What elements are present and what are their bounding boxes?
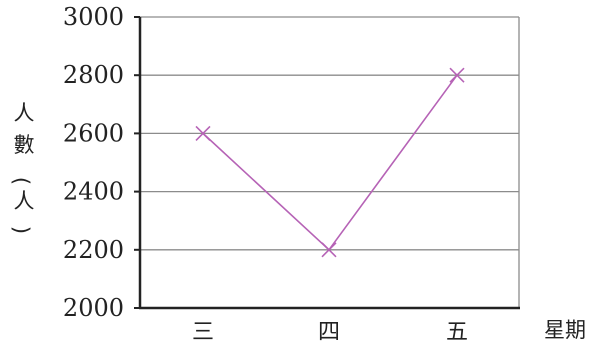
series-line bbox=[202, 74, 458, 251]
x-tick-label: 三 bbox=[192, 320, 214, 345]
y-tick-label: 2000 bbox=[63, 294, 124, 322]
y-axis-title-char: ) bbox=[9, 226, 33, 234]
y-axis-title-char: 數 bbox=[14, 133, 35, 157]
x-tick-label: 四 bbox=[318, 320, 340, 345]
y-tick-label: 3000 bbox=[63, 3, 124, 31]
y-tick-label: 2800 bbox=[63, 61, 124, 89]
x-tick-label: 五 bbox=[446, 320, 468, 345]
y-axis-title-char: 人 bbox=[14, 101, 35, 125]
x-tick-labels: 三四五 bbox=[192, 320, 468, 345]
data-point-marker bbox=[321, 242, 337, 258]
data-point-marker bbox=[195, 125, 211, 141]
y-axis-title-char: 人 bbox=[14, 189, 35, 213]
axes bbox=[134, 16, 520, 310]
y-tick-labels: 3000 2800 2600 2400 2200 2000 bbox=[63, 3, 124, 322]
y-axis-title: 人 數 ( 人 ) bbox=[9, 101, 35, 234]
x-axis-title: 星期 bbox=[544, 318, 586, 342]
gridlines bbox=[140, 16, 520, 308]
y-tick-label: 2400 bbox=[63, 178, 124, 206]
y-tick-label: 2200 bbox=[63, 236, 124, 264]
y-tick-label: 2600 bbox=[63, 119, 124, 147]
series-group bbox=[195, 67, 465, 258]
data-point-marker bbox=[449, 67, 465, 83]
y-axis-title-char: ( bbox=[9, 177, 33, 185]
